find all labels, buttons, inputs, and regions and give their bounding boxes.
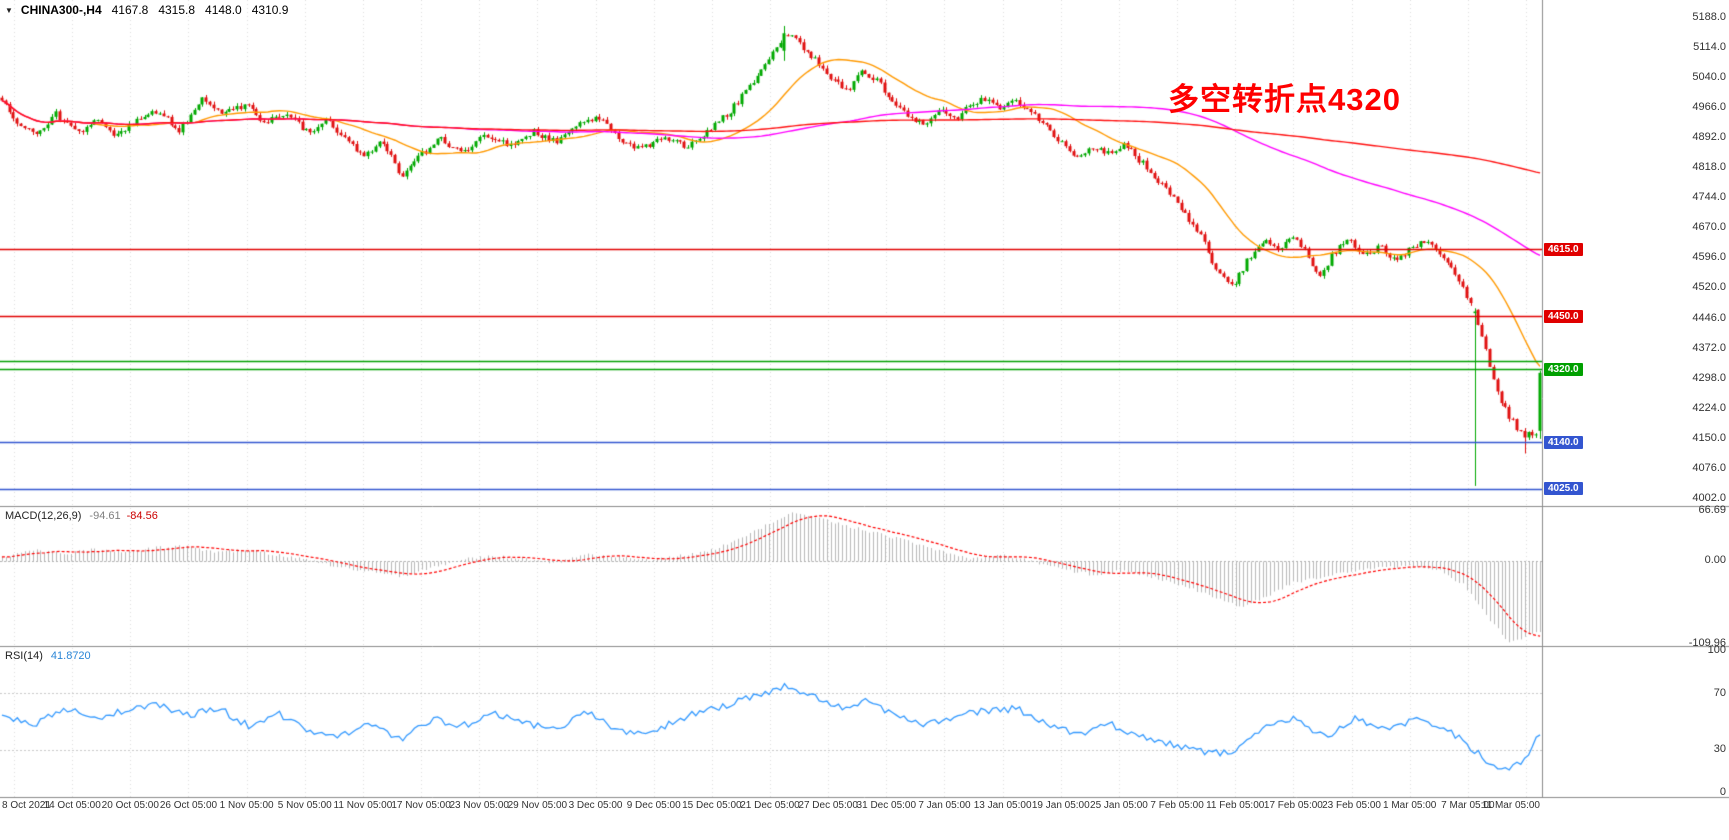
price-scale-label: 4372.0	[1692, 341, 1726, 354]
macd-scale-label: 0.00	[1704, 554, 1726, 567]
time-axis-label: 31 Dec 05:00	[856, 800, 917, 811]
price-scale-label: 4966.0	[1692, 100, 1726, 113]
price-level-badge-4025.0: 4025.0	[1544, 482, 1583, 496]
macd-scale-label: 66.69	[1698, 503, 1726, 516]
price-scale-label: 4298.0	[1692, 371, 1726, 384]
time-axis-label: 5 Nov 05:00	[277, 800, 332, 811]
bar-high-value: 4315.8	[158, 3, 196, 17]
time-axis-label: 29 Nov 05:00	[507, 800, 568, 811]
time-axis-label: 8 Oct 2021	[2, 800, 51, 811]
macd-indicator-label: MACD(12,26,9) -94.61 -84.56	[5, 510, 158, 522]
time-axis-label: 23 Nov 05:00	[449, 800, 509, 811]
price-scale-label: 4892.0	[1692, 130, 1726, 143]
time-axis-label: 17 Feb 05:00	[1263, 800, 1323, 811]
rsi-scale-label: 30	[1713, 743, 1726, 756]
price-scale-label: 4150.0	[1692, 431, 1726, 444]
bar-low-value: 4148.0	[205, 3, 242, 17]
price-scale-label: 4670.0	[1692, 220, 1726, 233]
time-axis-label: 11 Nov 05:00	[333, 800, 393, 811]
price-level-badge-4450.0: 4450.0	[1544, 309, 1583, 323]
time-axis-label: 7 Mar 05:00	[1441, 800, 1495, 811]
macd-signal-value: -84.56	[126, 510, 158, 522]
symbol-info-bar: ▼ CHINA300-,H4 4167.8 4315.8 4148.0 4310…	[5, 3, 288, 17]
time-axis-label: 23 Feb 05:00	[1322, 800, 1381, 811]
rsi-scale-label: 70	[1713, 686, 1726, 699]
macd-scale-label: -109.96	[1688, 636, 1726, 649]
time-axis-label: 25 Jan 05:00	[1090, 800, 1148, 811]
price-scale-label: 4224.0	[1692, 401, 1726, 414]
price-scale-label: 4818.0	[1692, 160, 1726, 173]
price-level-badge-4615.0: 4615.0	[1544, 242, 1583, 256]
time-axis-label: 15 Dec 05:00	[682, 800, 742, 811]
rsi-value: 41.8720	[50, 650, 91, 662]
time-axis-label: 19 Jan 05:00	[1031, 800, 1090, 811]
time-axis-label: 1 Mar 05:00	[1383, 800, 1437, 811]
price-scale-label: 4446.0	[1692, 311, 1726, 324]
symbol-dropdown-icon[interactable]: ▼	[5, 5, 13, 15]
time-axis-label: 11 Mar 05:00	[1481, 800, 1540, 811]
time-axis-label: 20 Oct 05:00	[101, 800, 159, 811]
price-scale-label: 4076.0	[1692, 461, 1726, 474]
price-scale-label: 4596.0	[1692, 250, 1726, 263]
price-scale-label: 4002.0	[1692, 491, 1726, 504]
time-axis-label: 14 Oct 05:00	[43, 800, 101, 811]
price-scale-label: 4744.0	[1692, 190, 1726, 203]
time-axis-label: 21 Dec 05:00	[740, 800, 800, 811]
time-axis-label: 9 Dec 05:00	[626, 800, 681, 811]
price-level-badge-4320.0: 4320.0	[1544, 362, 1583, 376]
rsi-name: RSI(14)	[5, 650, 43, 662]
symbol-name: CHINA300-,H4	[20, 3, 102, 17]
time-axis-label: 7 Jan 05:00	[918, 800, 971, 811]
time-axis-label: 3 Dec 05:00	[568, 800, 623, 811]
bar-close-value: 4310.9	[251, 3, 289, 17]
rsi-scale-label: 0	[1719, 785, 1726, 798]
price-scale-label: 5040.0	[1692, 70, 1726, 83]
chart-annotation-text: 多空转折点4320	[1168, 82, 1401, 117]
time-axis-label: 7 Feb 05:00	[1150, 800, 1204, 811]
macd-main-value: -94.61	[89, 510, 121, 522]
time-axis-label: 1 Nov 05:00	[219, 800, 274, 811]
time-axis-label: 17 Nov 05:00	[391, 800, 451, 811]
time-axis-label: 27 Dec 05:00	[798, 800, 858, 811]
bar-open-value: 4167.8	[111, 3, 149, 17]
time-axis-label: 13 Jan 05:00	[973, 800, 1032, 811]
price-level-badge-4140.0: 4140.0	[1544, 435, 1583, 449]
price-scale-label: 5114.0	[1693, 40, 1726, 53]
price-scale-label: 4520.0	[1692, 281, 1726, 294]
price-scale-label: 5188.0	[1692, 10, 1726, 23]
time-axis-label: 11 Feb 05:00	[1206, 800, 1265, 811]
rsi-scale-label: 100	[1707, 644, 1726, 657]
rsi-indicator-label: RSI(14) 41.8720	[5, 650, 91, 662]
macd-name: MACD(12,26,9)	[5, 510, 82, 522]
time-axis-label: 26 Oct 05:00	[159, 800, 218, 811]
